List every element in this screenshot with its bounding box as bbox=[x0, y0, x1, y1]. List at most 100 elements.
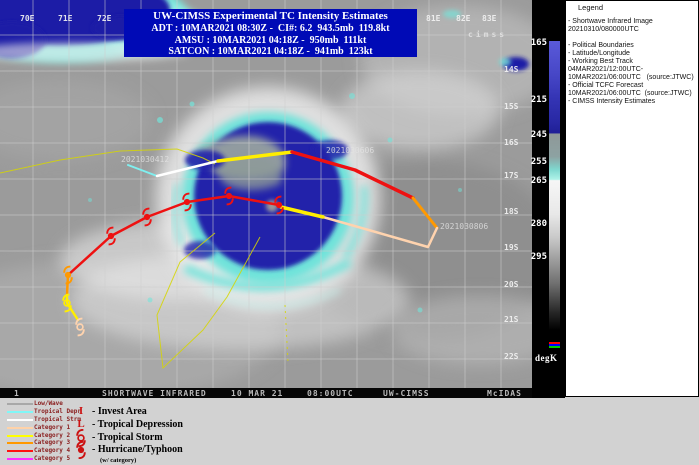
info-box-title: UW-CIMSS Experimental TC Intensity Estim… bbox=[153, 10, 388, 22]
latitude-label: 17S bbox=[504, 171, 519, 180]
product-name: SHORTWAVE INFRARED bbox=[102, 389, 207, 398]
category-label: Category 5 bbox=[34, 455, 71, 462]
colorbar: 165 215 245 255 265 280 295 degK bbox=[530, 0, 565, 398]
legend-title: Legend bbox=[578, 3, 604, 12]
symbol-legend-note: (w/ category) bbox=[100, 457, 137, 464]
latitude-label: 16S bbox=[504, 138, 519, 147]
hurricane-symbol bbox=[274, 195, 284, 215]
track-segment-tropical-depression bbox=[127, 164, 158, 177]
hurricane-symbol bbox=[142, 207, 152, 227]
latitude-label: 22S bbox=[504, 352, 519, 361]
category-label: Category 2 bbox=[34, 432, 71, 439]
category-color-swatch bbox=[7, 458, 33, 460]
latitude-label: 14S bbox=[504, 65, 519, 74]
hurricane-symbol bbox=[224, 186, 234, 206]
frame-number: 1 bbox=[14, 389, 20, 398]
hurricane-symbol bbox=[106, 226, 116, 246]
category-color-swatch bbox=[7, 403, 33, 405]
storm-track-layer bbox=[62, 150, 439, 337]
colorbar-tick-label: 245 bbox=[530, 130, 547, 140]
colorbar-tick-label: 215 bbox=[530, 95, 547, 105]
symbol-legend-label: - Tropical Depression bbox=[92, 419, 183, 430]
latitude-label: 18S bbox=[504, 207, 519, 216]
category-label: Tropical Strm bbox=[34, 416, 81, 423]
image-time: 08:00UTC bbox=[307, 389, 354, 398]
satellite-image[interactable]: 70E 71E 72E 81E 82E 83E 14S 15S 16S 17S 18S 19S 20S 2… bbox=[0, 0, 532, 388]
latitude-label: 15S bbox=[504, 102, 519, 111]
map-overlay bbox=[0, 0, 532, 388]
data-source: UW-CIMSS bbox=[383, 389, 430, 398]
category-color-swatch bbox=[7, 435, 33, 437]
legend-line: - Political Boundaries bbox=[568, 42, 634, 49]
track-date-label: 2021030606 bbox=[326, 146, 375, 155]
longitude-label: 72E bbox=[97, 14, 112, 23]
political-boundary-lines bbox=[0, 148, 289, 370]
legend-line: - Shortwave Infrared Image bbox=[568, 18, 653, 25]
legend-line: - CIMSS Intensity Estimates bbox=[568, 98, 656, 105]
latitude-label: 19S bbox=[504, 243, 519, 252]
hurricane-symbol bbox=[63, 265, 73, 285]
longitude-label: 81E bbox=[426, 14, 441, 23]
category-color-swatch bbox=[7, 419, 33, 421]
category-color-swatch bbox=[7, 427, 33, 429]
amsu-estimate-line: AMSU : 10MAR2021 04:18Z - 950mb 111kt bbox=[174, 34, 367, 46]
longitude-label: 83E bbox=[482, 14, 497, 23]
satcon-estimate-line: SATCON : 10MAR2021 04:18Z - 941mb 123kt bbox=[168, 46, 373, 57]
depression-letter-icon: L bbox=[77, 418, 85, 430]
symbol-legend-label: - Hurricane/Typhoon bbox=[92, 444, 183, 455]
track-segment-category-2 bbox=[216, 150, 294, 163]
bottom-legend: Low/Wave Tropical Depr Tropical Strm Catego… bbox=[0, 398, 699, 465]
tropical-storm-symbol bbox=[75, 317, 85, 337]
satellite-clouds bbox=[0, 0, 532, 388]
image-date: 10 MAR 21 bbox=[231, 389, 284, 398]
track-segment-category-1 bbox=[321, 215, 439, 249]
hurricane-filled-icon bbox=[70, 440, 92, 460]
latlon-gridlines bbox=[0, 0, 532, 388]
track-segment-category-4 bbox=[290, 150, 415, 200]
longitude-label: 71E bbox=[58, 14, 73, 23]
category-color-swatch bbox=[7, 442, 33, 444]
longitude-label: 70E bbox=[20, 14, 35, 23]
track-segment-tropical-storm bbox=[155, 159, 220, 178]
track-date-label: 2021030412 bbox=[121, 155, 170, 164]
category-color-swatch bbox=[7, 411, 33, 413]
category-label: Category 4 bbox=[34, 447, 71, 454]
legend-line: 20210310/080000UTC bbox=[568, 26, 639, 33]
category-color-swatch bbox=[7, 450, 33, 452]
legend-line: 10MAR2021/06:00UTC (source:JTWC) bbox=[568, 90, 692, 97]
category-label: Tropical Depr bbox=[34, 408, 81, 415]
colorbar-unit: degK bbox=[535, 353, 558, 363]
legend-line: 04MAR2021/12:00UTC- bbox=[568, 66, 644, 73]
track-segment-category-2 bbox=[279, 205, 325, 219]
colorbar-tick-label: 280 bbox=[530, 219, 547, 229]
track-segment-category-4 bbox=[66, 194, 281, 277]
latitude-label: 20S bbox=[504, 280, 519, 289]
colorbar-tick-label: 255 bbox=[530, 157, 547, 167]
track-date-label: 2021030806 bbox=[440, 222, 489, 231]
colorbar-gradient bbox=[549, 41, 560, 330]
tropical-storm-symbol bbox=[62, 293, 72, 313]
track-segment-category-3 bbox=[65, 273, 70, 297]
legend-line: - Latitude/Longitude bbox=[568, 50, 630, 57]
invest-letter-icon: I bbox=[78, 405, 84, 417]
intensity-info-box: UW-CIMSS Experimental TC Intensity Estim… bbox=[124, 9, 417, 57]
legend-line: 10MAR2021/06:00UTC (source:JTWC) bbox=[568, 74, 694, 81]
colorbar-stripe bbox=[549, 346, 560, 348]
colorbar-stripe bbox=[549, 344, 560, 346]
colorbar-tick-label: 295 bbox=[530, 252, 547, 262]
latitude-label: 21S bbox=[504, 315, 519, 324]
status-bar: 1 SHORTWAVE INFRARED 10 MAR 21 08:00UTC … bbox=[0, 388, 532, 398]
symbol-legend-label: - Tropical Storm bbox=[92, 432, 163, 443]
storm-open-icon bbox=[70, 428, 92, 448]
colorbar-tick-label: 165 bbox=[530, 38, 547, 48]
system-name: McIDAS bbox=[487, 389, 522, 398]
legend-panel: Legend - Shortwave Infrared Image 202103… bbox=[565, 0, 699, 397]
colorbar-stripe bbox=[549, 342, 560, 344]
symbol-legend-label: - Invest Area bbox=[92, 406, 147, 417]
colorbar-tick-label: 265 bbox=[530, 176, 547, 186]
category-label: Low/Wave bbox=[34, 400, 63, 407]
adt-estimate-line: ADT : 10MAR2021 08:30Z - CI#: 6.2 943.5m… bbox=[151, 23, 390, 34]
cimss-watermark: cimss bbox=[468, 30, 508, 39]
longitude-label: 82E bbox=[456, 14, 471, 23]
